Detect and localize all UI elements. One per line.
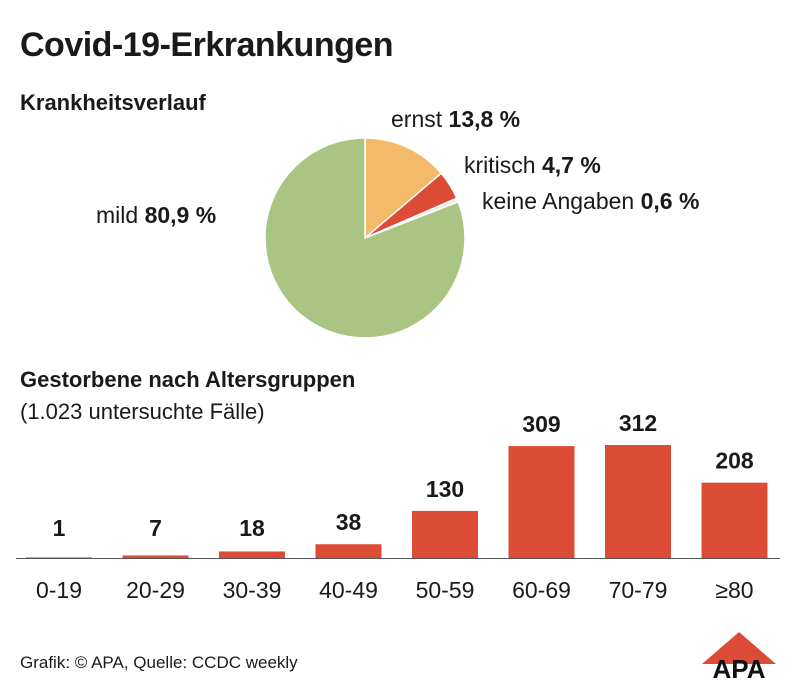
x-tick-label: 20-29	[126, 577, 185, 603]
bar-value-label: 309	[522, 411, 560, 437]
bar-value-label: 7	[149, 515, 162, 541]
pie-label-kritisch-value: 4,7 %	[541, 152, 601, 178]
pie-label-mild: mild 80,9 %	[96, 202, 216, 229]
chart-title: Covid-19-Erkrankungen	[20, 26, 394, 64]
bar-section-title: Gestorbene nach Altersgruppen	[20, 367, 356, 392]
pie-label-ernst-name: ernst	[391, 106, 443, 132]
footer-credit: Grafik: © APA, Quelle: CCDC weekly	[20, 653, 298, 672]
pie-label-keine-angaben-value: 0,6 %	[640, 188, 700, 214]
x-tick-label: 40-49	[319, 577, 378, 603]
pie-slice-mild	[264, 137, 466, 339]
pie-label-ernst-value: 13,8 %	[448, 106, 521, 132]
x-tick-label: 0-19	[36, 577, 82, 603]
bar-value-label: 208	[715, 448, 754, 474]
pie-label-ernst: ernst 13,8 %	[391, 106, 520, 133]
bar-value-label: 38	[336, 509, 362, 535]
pie-slice-ernst	[364, 137, 443, 240]
pie-label-mild-value: 80,9 %	[144, 202, 217, 228]
apa-logo-text: APA	[713, 654, 766, 680]
bar-value-label: 1	[53, 515, 66, 541]
bar-30-39	[219, 551, 285, 558]
pie-label-keine-angaben: keine Angaben 0,6 %	[482, 188, 699, 215]
bar-value-label: 18	[239, 515, 265, 541]
x-tick-label: 70-79	[609, 577, 668, 603]
bar-50-59	[412, 510, 478, 558]
bar-60-69	[508, 446, 575, 558]
bar-value-label: 312	[619, 410, 657, 436]
pie-label-kritisch: kritisch 4,7 %	[464, 152, 601, 179]
pie-section-title: Krankheitsverlauf	[20, 90, 206, 115]
bar-value-label: 130	[426, 476, 464, 502]
x-tick-label: 60-69	[512, 577, 571, 603]
bar-section-note: (1.023 untersuchte Fälle)	[20, 399, 265, 424]
x-tick-label: ≥80	[715, 577, 753, 603]
x-tick-label: 30-39	[223, 577, 282, 603]
pie-label-kritisch-name: kritisch	[464, 152, 536, 178]
bar-chart: 1 0-19 7 20-29 18 30-39 38 40-49 130 50-59 309 60-6…	[16, 410, 780, 603]
bar-70-79	[605, 445, 671, 558]
apa-logo: APA	[702, 632, 776, 680]
bar-≥80	[701, 482, 768, 558]
x-tick-label: 50-59	[416, 577, 475, 603]
pie-label-keine-angaben-name: keine Angaben	[482, 188, 635, 214]
bar-20-29	[122, 555, 189, 558]
pie-chart	[264, 137, 466, 339]
pie-label-mild-name: mild	[96, 202, 139, 228]
bar-40-49	[315, 544, 382, 558]
bar-0-19	[26, 557, 92, 558]
